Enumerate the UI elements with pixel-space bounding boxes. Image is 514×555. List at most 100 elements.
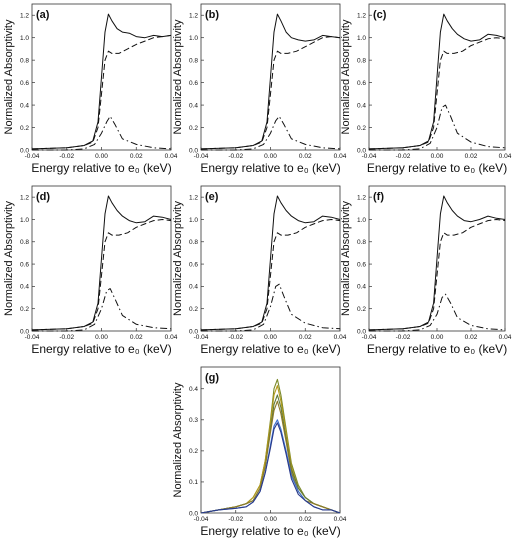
x-tick-label: 0.04 xyxy=(499,153,512,160)
series-line-dashed-1 xyxy=(31,219,172,331)
y-tick-label: 1.0 xyxy=(20,217,29,224)
x-tick-label: 0.00 xyxy=(264,153,277,160)
x-tick-label: 0.00 xyxy=(264,516,277,523)
y-tick-label: 0.8 xyxy=(357,239,366,246)
y-tick-label: 0.8 xyxy=(189,57,198,64)
x-tick-label: 0.02 xyxy=(299,516,312,523)
y-tick-label: 0.0 xyxy=(20,328,29,335)
series-line-solid-0 xyxy=(200,13,341,150)
x-tick-label: 0.00 xyxy=(95,334,108,341)
x-tick-label: 0.04 xyxy=(334,334,347,341)
y-tick-label: 0.8 xyxy=(20,239,29,246)
y-tick-label: 0.0 xyxy=(189,510,198,517)
y-tick-label: 0.4 xyxy=(20,102,29,109)
y-tick-label: 0.1 xyxy=(189,479,198,486)
x-tick-label: 0.00 xyxy=(431,153,444,160)
y-axis-label: Normalized Absorptivity xyxy=(172,382,184,497)
x-tick-label: -0.02 xyxy=(228,334,243,341)
panel-d: -0.04 -0.02 0.00 0.02 0.04 0.0 0.2 0.4 0.6 0.8 1.0… xyxy=(3,185,178,356)
x-tick-label: 0.04 xyxy=(165,334,178,341)
panel-label: (d) xyxy=(36,191,50,203)
y-tick-label: 0.2 xyxy=(357,306,366,313)
x-tick-label: 0.04 xyxy=(334,516,347,523)
y-tick-label: 0.6 xyxy=(357,80,366,87)
y-tick-label: 0.4 xyxy=(189,386,198,393)
x-tick-label: -0.04 xyxy=(194,516,209,523)
y-tick-label: 0.4 xyxy=(20,284,29,291)
series-line-colored-2 xyxy=(200,394,341,514)
x-tick-label: -0.02 xyxy=(228,153,243,160)
y-axis-label: Normalized Absorptivity xyxy=(340,19,352,134)
y-tick-label: 0.4 xyxy=(357,284,366,291)
series-line-dashed-1 xyxy=(368,219,506,331)
x-tick-label: 0.02 xyxy=(299,334,312,341)
x-tick-label: 0.00 xyxy=(431,334,444,341)
y-tick-label: 1.2 xyxy=(189,194,198,201)
y-tick-label: 0.8 xyxy=(189,239,198,246)
y-tick-label: 1.2 xyxy=(20,194,29,201)
x-axis-label: Energy relative to e₀ (keV) xyxy=(31,161,171,175)
x-tick-label: -0.04 xyxy=(194,334,209,341)
y-tick-label: 0.6 xyxy=(357,261,366,268)
x-tick-label: -0.02 xyxy=(396,153,411,160)
x-tick-label: -0.02 xyxy=(59,153,74,160)
x-axis-label: Energy relative to e₀ (keV) xyxy=(31,342,171,356)
y-tick-label: 0.0 xyxy=(357,328,366,335)
y-tick-label: 0.2 xyxy=(357,125,366,132)
y-tick-label: 0.0 xyxy=(20,147,29,154)
x-tick-label: 0.02 xyxy=(299,153,312,160)
series-line-solid-0 xyxy=(368,195,506,331)
series-line-solid-0 xyxy=(31,195,172,331)
x-axis-label: Energy relative to e₀ (keV) xyxy=(200,524,340,538)
y-tick-label: 0.3 xyxy=(189,417,198,424)
x-axis-label: Energy relative to e₀ (keV) xyxy=(367,342,507,356)
y-tick-label: 0.4 xyxy=(189,284,198,291)
y-tick-label: 0.6 xyxy=(20,261,29,268)
y-tick-label: 1.0 xyxy=(357,217,366,224)
series-line-dashdot-2 xyxy=(369,293,506,332)
x-tick-label: 0.04 xyxy=(165,153,178,160)
x-tick-label: 0.00 xyxy=(264,334,277,341)
x-tick-label: -0.02 xyxy=(228,516,243,523)
series-line-dashed-1 xyxy=(368,37,506,150)
series-line-dashdot-2 xyxy=(32,288,172,332)
x-tick-label: 0.02 xyxy=(130,334,143,341)
y-tick-label: 1.0 xyxy=(189,217,198,224)
y-axis-label: Normalized Absorptivity xyxy=(340,201,352,316)
series-line-dashed-1 xyxy=(200,36,341,150)
series-line-solid-0 xyxy=(368,13,506,150)
series-line-colored-5 xyxy=(200,422,341,514)
panel-g: -0.04 -0.02 0.00 0.02 0.04 0.0 0.1 0.2 0.3 0.4 Ene… xyxy=(172,366,347,538)
panel-label: (c) xyxy=(373,9,387,21)
panel-a: -0.04 -0.02 0.00 0.02 0.04 0.0 0.2 0.4 0.6 0.8 1.0… xyxy=(3,3,178,175)
y-tick-label: 0.6 xyxy=(20,80,29,87)
series-line-solid-0 xyxy=(200,195,341,331)
x-axis-label: Energy relative to e₀ (keV) xyxy=(200,161,340,175)
series-line-dashed-1 xyxy=(31,34,172,150)
series-line-dashdot-2 xyxy=(32,115,172,151)
plot-frame xyxy=(200,366,341,514)
x-tick-label: 0.04 xyxy=(334,153,347,160)
y-tick-label: 1.2 xyxy=(20,13,29,20)
y-tick-label: 0.8 xyxy=(357,57,366,64)
panel-label: (b) xyxy=(205,9,219,21)
y-axis-label: Normalized Absorptivity xyxy=(3,19,15,134)
panel-c: -0.04 -0.02 0.00 0.02 0.04 0.0 0.2 0.4 0.6 0.8 1.0… xyxy=(340,3,512,175)
panel-label: (e) xyxy=(205,191,219,203)
panel-label: (g) xyxy=(205,372,219,384)
y-tick-label: 0.0 xyxy=(357,147,366,154)
panel-label: (f) xyxy=(373,191,384,203)
series-line-dashdot-2 xyxy=(201,115,341,151)
y-tick-label: 1.0 xyxy=(357,35,366,42)
y-tick-label: 0.2 xyxy=(20,125,29,132)
y-axis-label: Normalized Absorptivity xyxy=(3,201,15,316)
y-tick-label: 0.2 xyxy=(189,448,198,455)
x-tick-label: -0.04 xyxy=(194,153,209,160)
y-tick-label: 0.2 xyxy=(20,306,29,313)
panel-f: -0.04 -0.02 0.00 0.02 0.04 0.0 0.2 0.4 0.6 0.8 1.0… xyxy=(340,185,512,356)
y-tick-label: 0.8 xyxy=(20,57,29,64)
x-tick-label: -0.02 xyxy=(59,334,74,341)
series-line-dashed-1 xyxy=(200,219,341,331)
